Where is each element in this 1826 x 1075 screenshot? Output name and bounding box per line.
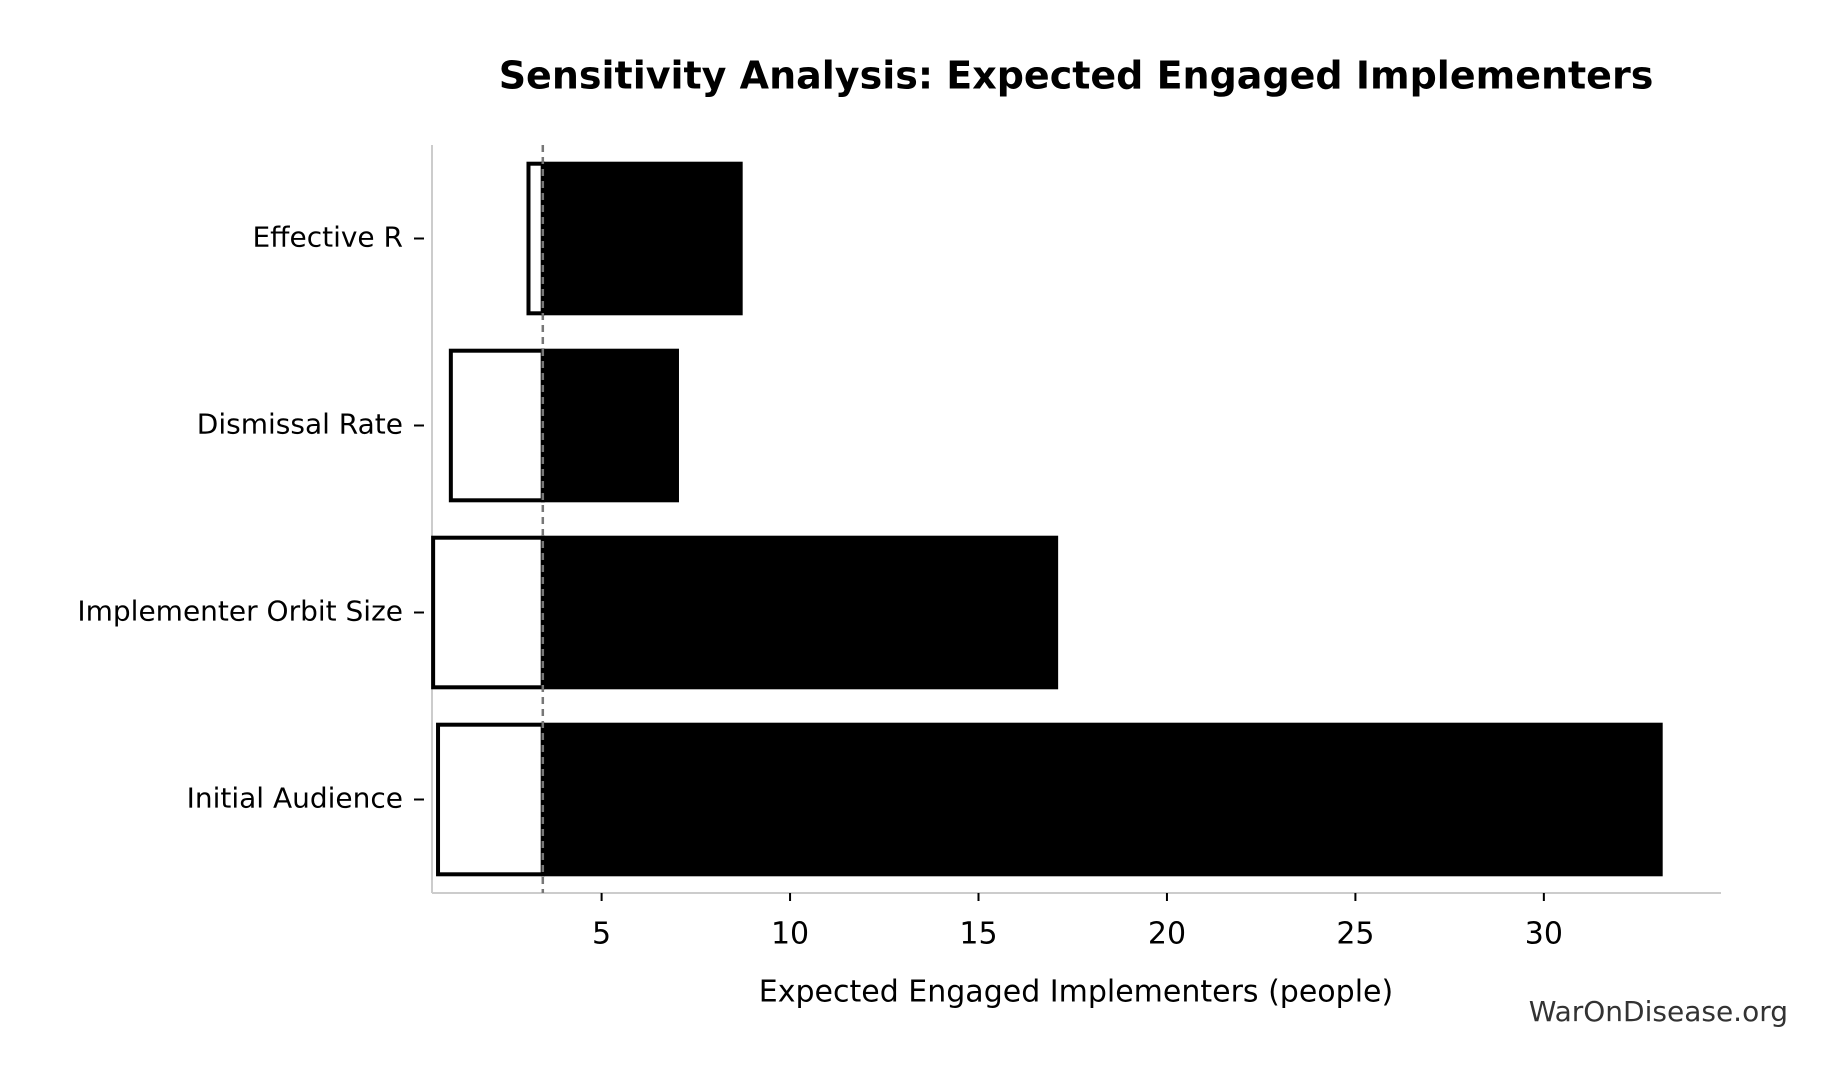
bar (540, 722, 1663, 877)
x-tick-label: 25 (1336, 917, 1374, 952)
x-tick-label: 30 (1525, 917, 1563, 952)
bar (448, 348, 545, 503)
bar (431, 535, 545, 690)
bar (540, 348, 679, 503)
bar (540, 161, 743, 316)
y-tick-label: Implementer Orbit Size (77, 595, 403, 628)
bar (526, 161, 545, 316)
bar (436, 722, 545, 877)
y-tick-label: Dismissal Rate (197, 408, 403, 441)
x-tick-label: 15 (959, 917, 997, 952)
y-tick-label: Effective R (252, 221, 403, 254)
chart-title: Sensitivity Analysis: Expected Engaged I… (499, 54, 1654, 98)
watermark: WarOnDisease.org (1529, 995, 1788, 1028)
x-tick-label: 5 (592, 917, 611, 952)
x-axis-label: Expected Engaged Implementers (people) (759, 975, 1393, 1010)
x-tick-label: 20 (1148, 917, 1186, 952)
x-tick-label: 10 (771, 917, 809, 952)
y-tick-label: Initial Audience (187, 782, 403, 815)
bar (540, 535, 1059, 690)
